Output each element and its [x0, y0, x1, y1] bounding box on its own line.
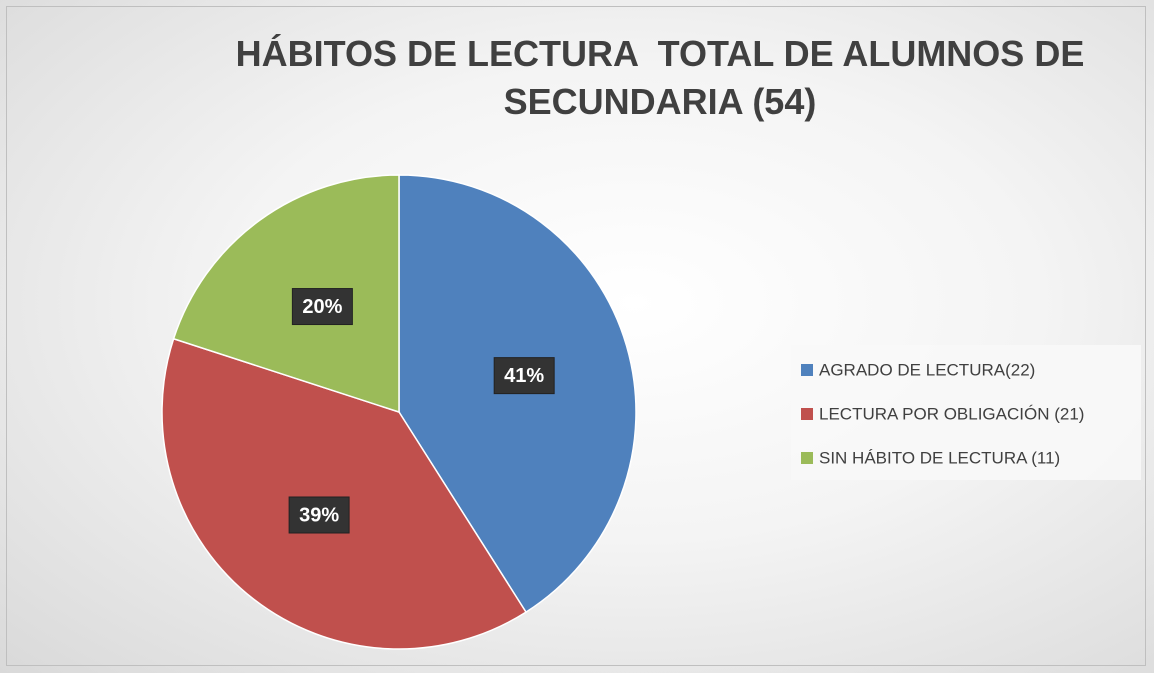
pie-slice: [161, 337, 528, 650]
data-label: 41%: [504, 365, 544, 387]
data-label-box: [288, 496, 350, 534]
data-label-box: [291, 288, 353, 326]
legend-label: AGRADO DE LECTURA(22): [819, 360, 1035, 379]
legend-swatch: [801, 364, 813, 376]
legend-label: SIN HÁBITO DE LECTURA (11): [819, 448, 1060, 467]
legend-box: [791, 345, 1141, 480]
legend-swatch: [801, 452, 813, 464]
chart-title: HÁBITOS DE LECTURA TOTAL DE ALUMNOS DE S…: [235, 33, 1095, 122]
data-label: 20%: [302, 296, 342, 318]
legend-swatch: [801, 408, 813, 420]
legend-label: LECTURA POR OBLIGACIÓN (21): [819, 404, 1084, 423]
data-label: 39%: [299, 504, 339, 526]
pie-slice: [172, 174, 400, 414]
chart-frame: [6, 6, 1146, 666]
data-label-box: [493, 357, 555, 395]
